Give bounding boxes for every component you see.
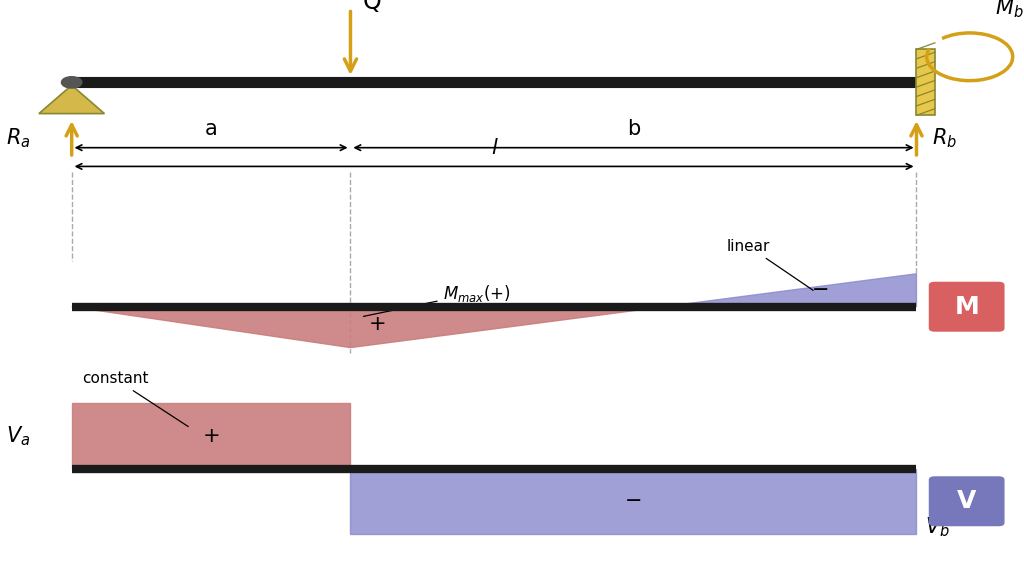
- Text: a: a: [205, 119, 217, 139]
- Text: +: +: [203, 426, 220, 446]
- Text: Q: Q: [362, 0, 382, 14]
- Text: $M_{max}(+)$: $M_{max}(+)$: [364, 282, 510, 316]
- Polygon shape: [72, 307, 664, 348]
- Polygon shape: [350, 469, 916, 534]
- Polygon shape: [664, 274, 916, 307]
- Text: linear: linear: [727, 239, 813, 290]
- Text: $R_b$: $R_b$: [932, 126, 956, 150]
- Text: V: V: [957, 489, 976, 513]
- Polygon shape: [39, 85, 104, 114]
- Text: $R_a$: $R_a$: [6, 126, 31, 150]
- Text: b: b: [627, 119, 640, 139]
- Text: −: −: [812, 279, 829, 299]
- FancyBboxPatch shape: [929, 282, 1005, 332]
- Text: l: l: [492, 138, 497, 158]
- Text: −: −: [625, 491, 642, 511]
- Text: constant: constant: [82, 371, 188, 427]
- FancyBboxPatch shape: [929, 476, 1005, 526]
- Circle shape: [61, 77, 82, 88]
- Bar: [916, 49, 935, 115]
- Text: M: M: [954, 295, 979, 319]
- Text: +: +: [370, 314, 387, 334]
- Text: $V_b$: $V_b$: [925, 516, 949, 539]
- Text: $V_a$: $V_a$: [6, 424, 31, 448]
- Text: $M_b$: $M_b$: [995, 0, 1024, 20]
- Polygon shape: [72, 403, 350, 469]
